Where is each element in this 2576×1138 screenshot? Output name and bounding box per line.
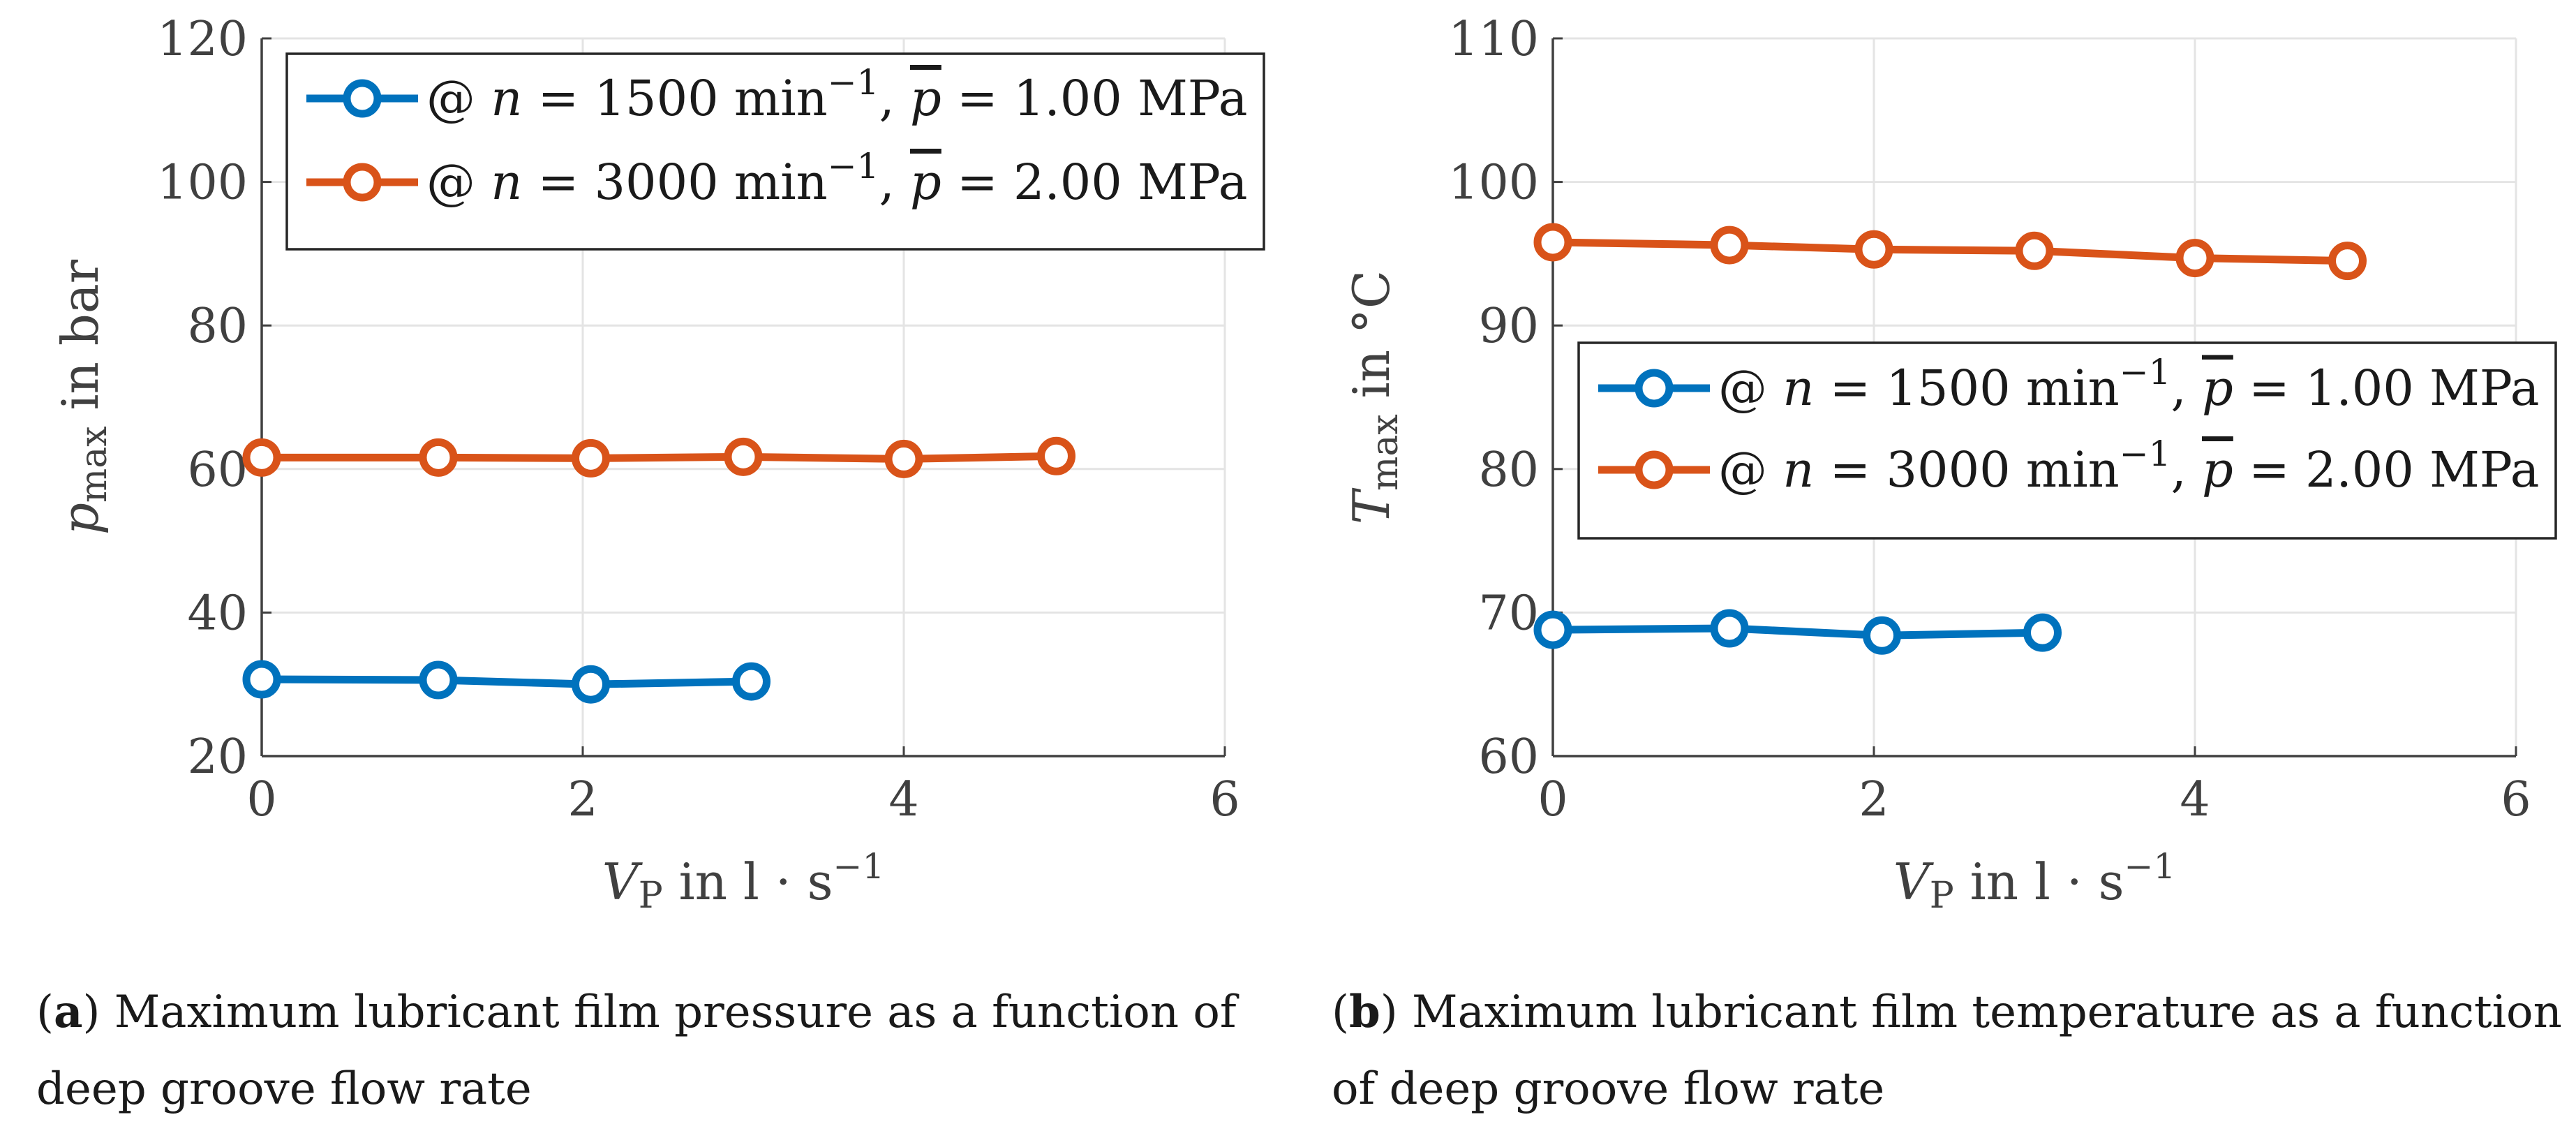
legend-entry-1: @ n = 1500 min−1, p = 1.00 MPa <box>1718 352 2539 417</box>
y-tick-label: 60 <box>187 443 248 498</box>
caption-a-text: Maximum lubricant film pressure as a fun… <box>36 986 1237 1115</box>
legend-swatch-marker <box>1635 450 1674 489</box>
data-point <box>2015 231 2054 270</box>
y-axis-label: pmax in bar <box>51 259 115 535</box>
series-line-2 <box>262 452 1057 463</box>
y-tick-label: 40 <box>187 586 248 641</box>
legend-box <box>285 52 1265 251</box>
series-line-1 <box>1552 624 2043 640</box>
legend-box <box>1577 341 2557 540</box>
x-tick-label: 2 <box>567 772 597 827</box>
legend-swatch-marker <box>1635 369 1674 408</box>
x-tick-label: 2 <box>1859 772 1889 827</box>
data-point <box>1863 616 1901 655</box>
data-point <box>1710 609 1749 648</box>
legend-entry-1: @ n = 1500 min−1, p = 1.00 MPa <box>426 62 1247 127</box>
x-tick-label: 6 <box>2501 772 2531 827</box>
caption-b-label: b <box>1348 986 1380 1038</box>
x-tick-label: 0 <box>1538 772 1568 827</box>
x-tick-label: 4 <box>2180 772 2210 827</box>
x-axis-label: VP in l · s−1 <box>602 846 885 917</box>
data-point <box>1854 230 1893 269</box>
y-tick-label: 20 <box>187 730 248 785</box>
y-axis-label: Tmax in °C <box>1342 270 1406 524</box>
data-point <box>732 662 770 701</box>
data-point <box>419 438 458 477</box>
y-tick-label: 110 <box>1448 12 1539 67</box>
y-tick-label: 80 <box>187 299 248 354</box>
caption-a-label: a <box>53 986 83 1038</box>
data-point <box>1533 223 1572 262</box>
chart-panel-b: 0 2 4 6 60 70 80 90 100 110 VP in l · s−1 Tmax in °… <box>1342 12 2557 917</box>
y-tick-label: 120 <box>157 12 248 67</box>
data-point <box>242 660 281 699</box>
caption-b-text: Maximum lubricant film temperature as a … <box>1332 986 2562 1115</box>
data-point <box>2175 239 2214 278</box>
y-tick-label: 100 <box>1448 156 1539 211</box>
series-line-1 <box>261 675 752 688</box>
y-tick-label: 60 <box>1478 730 1539 785</box>
data-point <box>1533 610 1572 649</box>
data-point <box>419 660 458 700</box>
x-tick-label: 4 <box>888 772 918 827</box>
data-point <box>572 438 610 478</box>
caption-b: (b) Maximum lubricant film temperature a… <box>1332 986 2562 1115</box>
legend-entry-2: @ n = 3000 min−1, p = 2.00 MPa <box>426 146 1247 211</box>
data-point <box>1710 226 1749 265</box>
y-tick-label: 80 <box>1478 443 1539 498</box>
y-tick-label: 100 <box>157 156 248 211</box>
data-point <box>724 437 763 476</box>
y-tick-label: 70 <box>1478 586 1539 641</box>
data-point <box>884 439 923 478</box>
y-tick-label: 90 <box>1478 299 1539 354</box>
legend-swatch-marker <box>343 79 382 118</box>
x-tick-label: 0 <box>246 772 276 827</box>
legend-entry-2: @ n = 3000 min−1, p = 2.00 MPa <box>1718 434 2539 498</box>
series-line-2 <box>1552 238 2348 265</box>
x-tick-label: 6 <box>1209 772 1239 827</box>
x-axis-label: VP in l · s−1 <box>1893 846 2176 917</box>
data-point <box>1037 436 1075 475</box>
data-point <box>2023 613 2062 652</box>
caption-a: (a) Maximum lubricant film pressure as a… <box>36 986 1237 1115</box>
data-point <box>242 438 281 477</box>
data-point <box>572 665 610 704</box>
chart-panel-a: 0 2 4 6 20 40 60 80 100 120 VP in l · s−1 pmax in b… <box>51 12 1265 917</box>
data-point <box>2328 242 2367 281</box>
legend-swatch-marker <box>343 163 382 202</box>
